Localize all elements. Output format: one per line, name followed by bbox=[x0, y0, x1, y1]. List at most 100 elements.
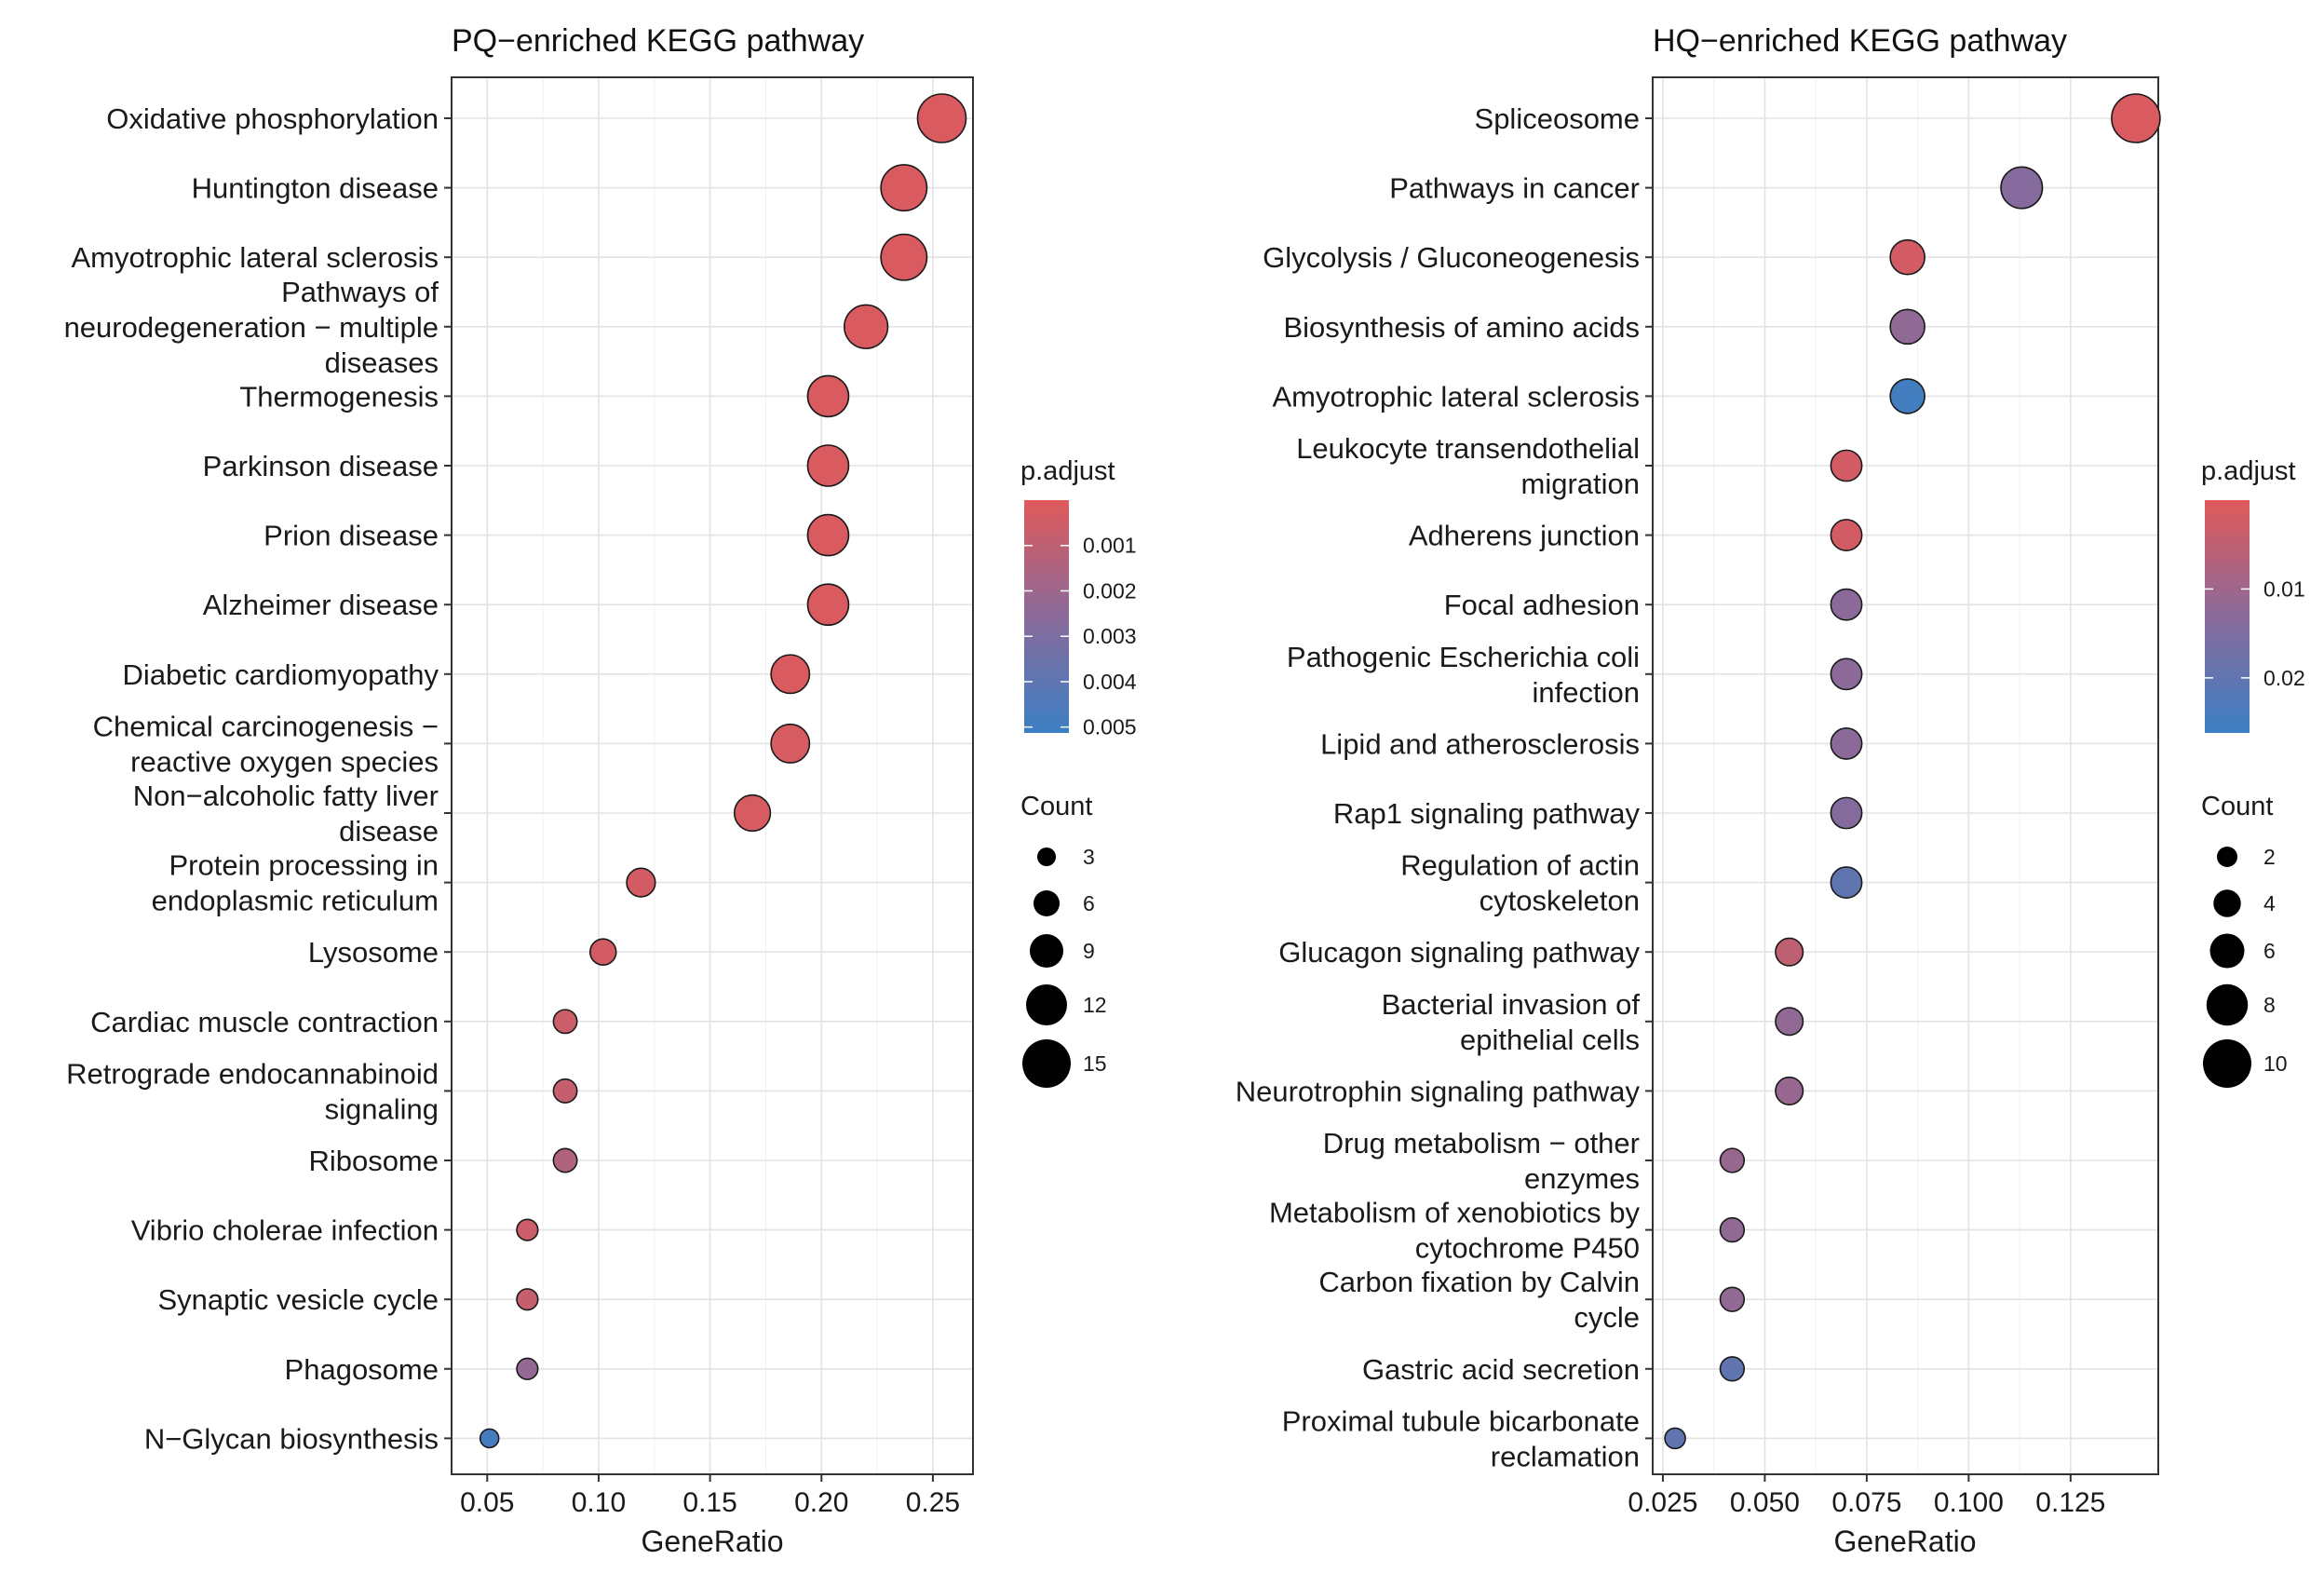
data-point bbox=[1830, 519, 1863, 552]
y-axis-label: Adherens junction bbox=[1409, 520, 1640, 552]
x-tick-label: 0.25 bbox=[906, 1487, 960, 1518]
y-axis-label: neurodegeneration − multiple bbox=[64, 311, 439, 344]
size-legend-dot bbox=[2206, 983, 2249, 1026]
y-axis-label: Alzheimer disease bbox=[203, 589, 439, 621]
y-axis-label: Neurotrophin signaling pathway bbox=[1236, 1075, 1641, 1107]
size-legend-dot bbox=[1037, 848, 1056, 866]
y-axis-label: Biosynthesis of amino acids bbox=[1283, 311, 1640, 344]
right-panel: HQ−enriched KEGG pathway Spliceosome Path… bbox=[1236, 23, 2305, 1558]
size-legend-label: 6 bbox=[1083, 891, 1095, 915]
left-plot-border bbox=[451, 76, 974, 1475]
y-axis-label: Amyotrophic lateral sclerosis bbox=[71, 241, 439, 274]
y-axis-label: Chemical carcinogenesis − bbox=[93, 710, 439, 742]
size-legend-label: 2 bbox=[2263, 845, 2276, 869]
right-color-legend-title: p.adjust bbox=[2201, 456, 2296, 486]
data-point bbox=[770, 723, 811, 764]
left-color-legend: p.adjust 0.001 0.002 0.003 0.004 0.005 bbox=[1020, 456, 1137, 739]
right-x-axis: 0.025 0.050 0.075 0.100 0.125 bbox=[1628, 1474, 2105, 1518]
data-point bbox=[806, 374, 850, 418]
color-tick-label: 0.02 bbox=[2263, 666, 2305, 690]
data-point bbox=[1719, 1216, 1746, 1243]
right-x-axis-title: GeneRatio bbox=[1834, 1525, 1977, 1558]
right-size-legend: Count 2 4 6 8 10 bbox=[2201, 792, 2288, 1088]
left-x-axis-title: GeneRatio bbox=[642, 1525, 784, 1558]
data-point bbox=[552, 1147, 578, 1173]
data-point bbox=[1664, 1427, 1686, 1450]
y-axis-label: cytoskeleton bbox=[1480, 885, 1640, 917]
left-color-legend-ticks: 0.001 0.002 0.003 0.004 0.005 bbox=[1024, 534, 1137, 739]
right-size-legend-title: Count bbox=[2201, 792, 2273, 821]
data-point bbox=[1889, 308, 1925, 346]
data-point bbox=[552, 1078, 578, 1104]
size-legend-dot bbox=[2213, 889, 2241, 917]
size-legend-label: 3 bbox=[1083, 845, 1095, 869]
y-axis-label: Gastric acid secretion bbox=[1362, 1353, 1640, 1386]
left-color-bar bbox=[1024, 500, 1069, 733]
data-point bbox=[1830, 658, 1863, 691]
left-size-legend-items: 3 6 9 12 15 bbox=[1022, 845, 1107, 1088]
left-x-axis: 0.05 0.10 0.15 0.20 0.25 bbox=[460, 1474, 960, 1518]
y-axis-label: Glucagon signaling pathway bbox=[1278, 936, 1640, 969]
color-tick-label: 0.003 bbox=[1083, 624, 1137, 648]
y-axis-label: Synaptic vesicle cycle bbox=[157, 1283, 439, 1316]
data-point bbox=[1830, 449, 1863, 482]
data-point bbox=[806, 444, 850, 487]
y-axis-label: Focal adhesion bbox=[1444, 589, 1640, 621]
data-point bbox=[880, 164, 928, 212]
left-data-points bbox=[479, 93, 967, 1449]
y-axis-label: reclamation bbox=[1491, 1440, 1640, 1472]
size-legend-label: 6 bbox=[2263, 939, 2276, 963]
y-axis-label: Spliceosome bbox=[1475, 102, 1640, 135]
y-axis-label: signaling bbox=[325, 1092, 439, 1125]
y-axis-label: Rap1 signaling pathway bbox=[1333, 797, 1641, 830]
x-tick-label: 0.20 bbox=[794, 1487, 848, 1518]
size-legend-dot bbox=[1026, 984, 1067, 1025]
x-tick-label: 0.025 bbox=[1628, 1487, 1697, 1518]
right-gridlines bbox=[1653, 77, 2158, 1474]
data-point bbox=[1889, 238, 1925, 276]
right-plot-border bbox=[1652, 76, 2159, 1475]
y-axis-label: endoplasmic reticulum bbox=[152, 885, 439, 917]
size-legend-dot bbox=[2217, 847, 2237, 867]
y-axis-label: infection bbox=[1533, 676, 1640, 709]
data-point bbox=[1719, 1147, 1746, 1173]
x-tick-label: 0.100 bbox=[1934, 1487, 2004, 1518]
size-legend-label: 15 bbox=[1083, 1051, 1107, 1076]
y-axis-label: Phagosome bbox=[285, 1353, 439, 1386]
y-axis-label: N−Glycan biosynthesis bbox=[144, 1422, 439, 1455]
data-point bbox=[843, 304, 889, 349]
data-point bbox=[516, 1357, 539, 1380]
y-axis-label: Diabetic cardiomyopathy bbox=[123, 658, 439, 691]
y-axis-label: Non−alcoholic fatty liver bbox=[133, 780, 439, 812]
color-tick-label: 0.002 bbox=[1083, 578, 1137, 603]
y-axis-label: epithelial cells bbox=[1460, 1024, 1640, 1056]
size-legend-dot bbox=[2203, 1039, 2251, 1088]
y-axis-label: diseases bbox=[325, 346, 439, 379]
y-axis-label: Cardiac muscle contraction bbox=[90, 1006, 439, 1038]
left-size-legend: Count 3 6 9 12 15 bbox=[1020, 792, 1107, 1088]
data-point bbox=[1775, 1076, 1804, 1105]
y-axis-label: Metabolism of xenobiotics by bbox=[1269, 1197, 1641, 1229]
color-tick-label: 0.01 bbox=[2263, 576, 2305, 601]
left-panel: PQ−enriched KEGG pathway Oxidative phosp… bbox=[64, 23, 1137, 1558]
right-color-legend-ticks: 0.01 0.02 bbox=[2205, 576, 2305, 690]
data-point bbox=[1775, 937, 1804, 967]
data-point bbox=[1830, 726, 1863, 760]
y-axis-label: Amyotrophic lateral sclerosis bbox=[1272, 380, 1640, 413]
data-point bbox=[880, 233, 928, 281]
y-axis-label: Oxidative phosphorylation bbox=[106, 102, 439, 135]
x-tick-label: 0.125 bbox=[2035, 1487, 2105, 1518]
data-point bbox=[1830, 866, 1863, 900]
size-legend-dot bbox=[2209, 933, 2245, 969]
data-point bbox=[1775, 1007, 1804, 1037]
x-tick-label: 0.050 bbox=[1730, 1487, 1800, 1518]
data-point bbox=[916, 93, 967, 143]
y-axis-label: Carbon fixation by Calvin bbox=[1318, 1266, 1640, 1298]
data-point bbox=[733, 793, 772, 833]
y-axis-label: Bacterial invasion of bbox=[1382, 988, 1641, 1021]
size-legend-label: 12 bbox=[1083, 993, 1107, 1017]
data-point bbox=[516, 1218, 539, 1241]
left-y-axis-labels: Oxidative phosphorylation Huntington dise… bbox=[64, 102, 452, 1455]
left-gridlines bbox=[452, 77, 973, 1474]
